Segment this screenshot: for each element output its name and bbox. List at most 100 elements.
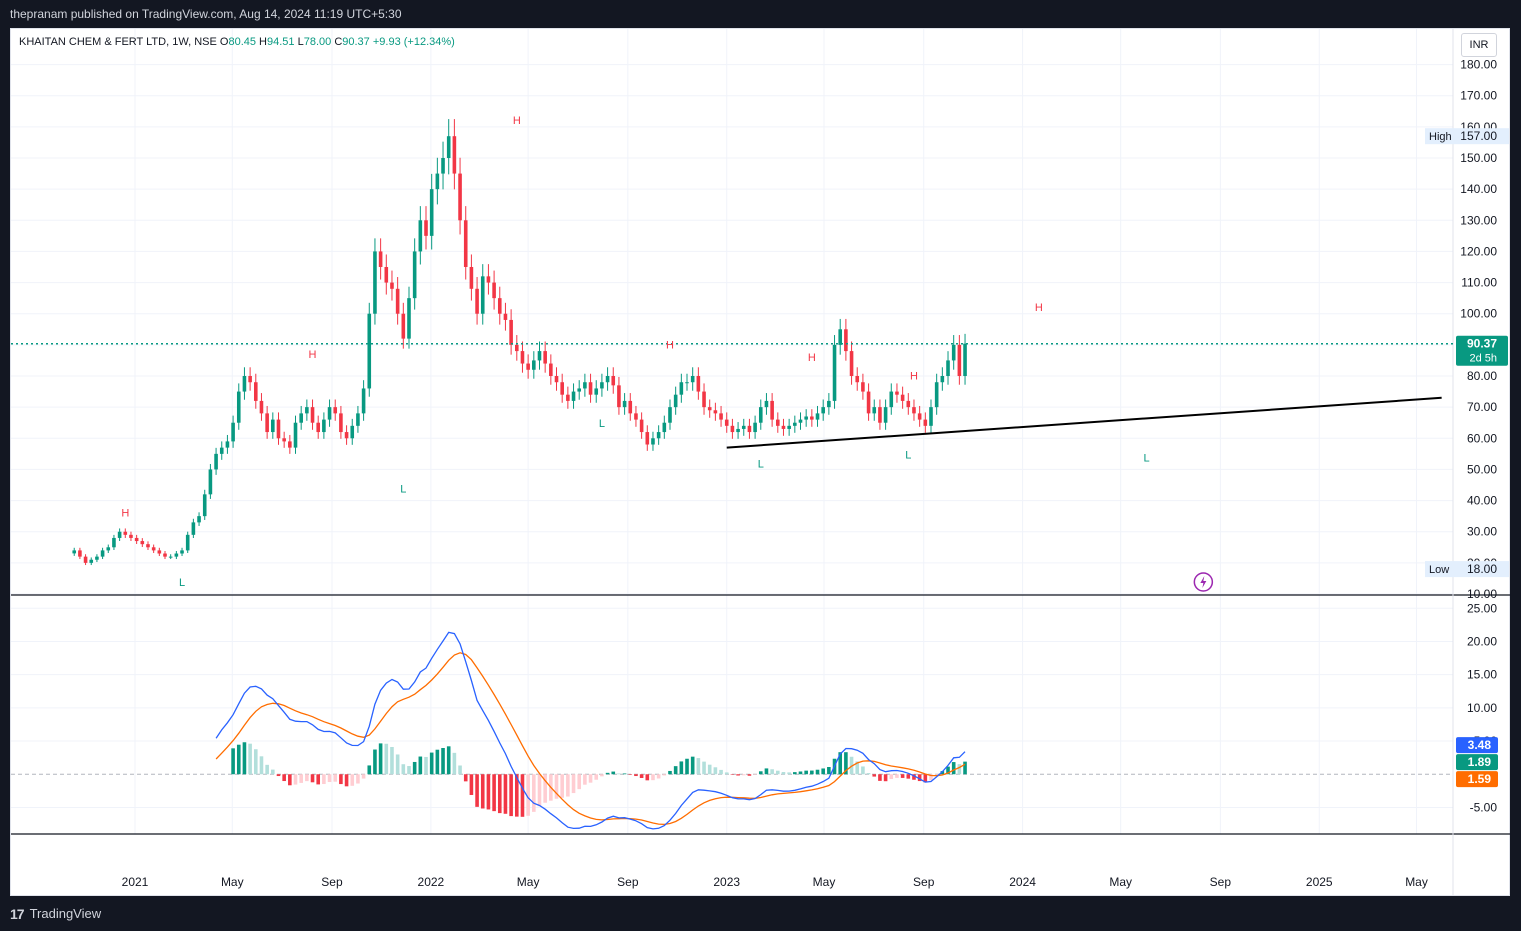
- hist-value: 1.89: [1468, 755, 1492, 769]
- macd-hist-bar: [685, 758, 689, 775]
- candle: [707, 407, 712, 411]
- y-tick-label: 100.00: [1460, 307, 1497, 321]
- publish-info: thepranam published on TradingView.com, …: [0, 0, 1521, 28]
- macd-hist-bar: [293, 774, 298, 785]
- close-value: 90.37: [342, 36, 370, 48]
- candle: [634, 413, 638, 420]
- candle: [719, 413, 723, 420]
- candle: [662, 422, 667, 433]
- macd-hist-bar: [497, 774, 502, 814]
- macd-hist-bar: [793, 772, 797, 775]
- last-price-badge: [1456, 335, 1508, 366]
- macd-hist-bar: [861, 766, 865, 775]
- x-tick-label: 2023: [713, 875, 740, 889]
- macd-hist-bar: [605, 772, 610, 775]
- low-badge-value: 18.00: [1467, 562, 1497, 576]
- candle: [679, 382, 684, 395]
- candle: [412, 251, 417, 299]
- macd-hist-bar: [957, 764, 962, 775]
- candle: [798, 419, 803, 423]
- macd-hist-bar: [662, 774, 667, 776]
- macd-hist-bar: [781, 772, 786, 775]
- macd-hist-bar: [656, 774, 661, 779]
- candle: [95, 556, 99, 560]
- macd-hist-bar: [951, 762, 956, 775]
- candle: [906, 400, 911, 408]
- candle: [611, 376, 616, 386]
- candle: [770, 400, 774, 420]
- macd-hist-bar: [838, 752, 843, 775]
- chart-container[interactable]: KHAITAN CHEM & FERT LTD, 1W, NSE O80.45 …: [10, 28, 1511, 897]
- candle: [594, 388, 599, 395]
- chart-svg[interactable]: 2021 May Sep 2022 May Sep 2023 May Sep 2024 May Sep…: [11, 29, 1511, 897]
- macd-hist-bar: [271, 769, 275, 775]
- candle: [185, 534, 190, 551]
- candle: [452, 136, 457, 174]
- macd-hist-bar: [480, 774, 485, 809]
- last-price-value: 90.37: [1467, 337, 1497, 351]
- macd-hist-bar: [889, 774, 894, 780]
- pivot-low-label: L: [400, 484, 406, 496]
- macd-hist-bar: [259, 756, 264, 775]
- candle: [367, 313, 372, 389]
- y-tick-label: 60.00: [1467, 431, 1497, 445]
- macd-hist-bar: [702, 761, 706, 775]
- y-tick-label: 170.00: [1460, 89, 1497, 103]
- candle: [827, 400, 831, 408]
- signal-value-badge: [1456, 771, 1498, 788]
- high-value: 94.51: [267, 36, 295, 48]
- macd-hist-bar: [764, 768, 769, 775]
- macd-hist-bar: [339, 774, 343, 785]
- y-tick-label: 70.00: [1467, 400, 1497, 414]
- macd-hist-bar: [543, 774, 547, 803]
- macd-hist-bar: [537, 774, 542, 807]
- candle: [537, 351, 542, 361]
- candle: [475, 288, 479, 314]
- pivot-high-label: H: [309, 349, 317, 361]
- candle: [713, 410, 718, 414]
- candle: [526, 363, 530, 370]
- candle: [849, 351, 854, 376]
- candle: [89, 559, 94, 563]
- y-tick-label: 110.00: [1461, 276, 1497, 290]
- candle: [378, 251, 383, 267]
- candle: [168, 556, 173, 558]
- pivot-high-label: H: [666, 339, 674, 351]
- macd-hist-bar: [730, 774, 735, 775]
- y-tick-label: 120.00: [1460, 244, 1497, 258]
- macd-hist-bar: [282, 774, 286, 782]
- open-value: 80.45: [228, 36, 256, 48]
- footer-brand: TradingView: [29, 906, 102, 921]
- macd-value: 3.48: [1468, 738, 1492, 752]
- symbol-name: KHAITAN CHEM & FERT LTD, 1W, NSE: [19, 36, 217, 48]
- macd-hist-bar: [651, 774, 655, 781]
- candle: [883, 407, 888, 423]
- macd-hist-bar: [503, 774, 508, 814]
- candle: [191, 522, 196, 535]
- macd-hist-bar: [401, 764, 406, 775]
- candle: [316, 422, 321, 433]
- macd-hist-bar: [299, 774, 303, 783]
- macd-hist-bar: [707, 764, 712, 775]
- candle: [741, 425, 746, 429]
- footer-bar: 17 TradingView: [0, 896, 1521, 931]
- candle: [271, 419, 275, 433]
- macd-hist-bar: [390, 746, 394, 775]
- candle: [293, 422, 298, 448]
- candle: [390, 282, 394, 289]
- candles-group: [72, 119, 967, 566]
- candle: [821, 407, 825, 414]
- macd-hist-bar: [276, 774, 281, 777]
- macd-hist-bar: [253, 749, 258, 775]
- candle: [310, 407, 315, 423]
- candle: [815, 413, 820, 420]
- x-tick-label: 2024: [1009, 875, 1036, 889]
- macd-hist-bar: [441, 748, 445, 775]
- currency-button[interactable]: INR: [1461, 33, 1497, 57]
- candle: [668, 407, 672, 423]
- macd-hist-bar: [566, 774, 570, 797]
- hist-value-badge: [1456, 754, 1498, 771]
- x-tick-label: May: [1109, 875, 1132, 889]
- candle: [344, 432, 349, 439]
- macd-hist-bar: [350, 774, 355, 786]
